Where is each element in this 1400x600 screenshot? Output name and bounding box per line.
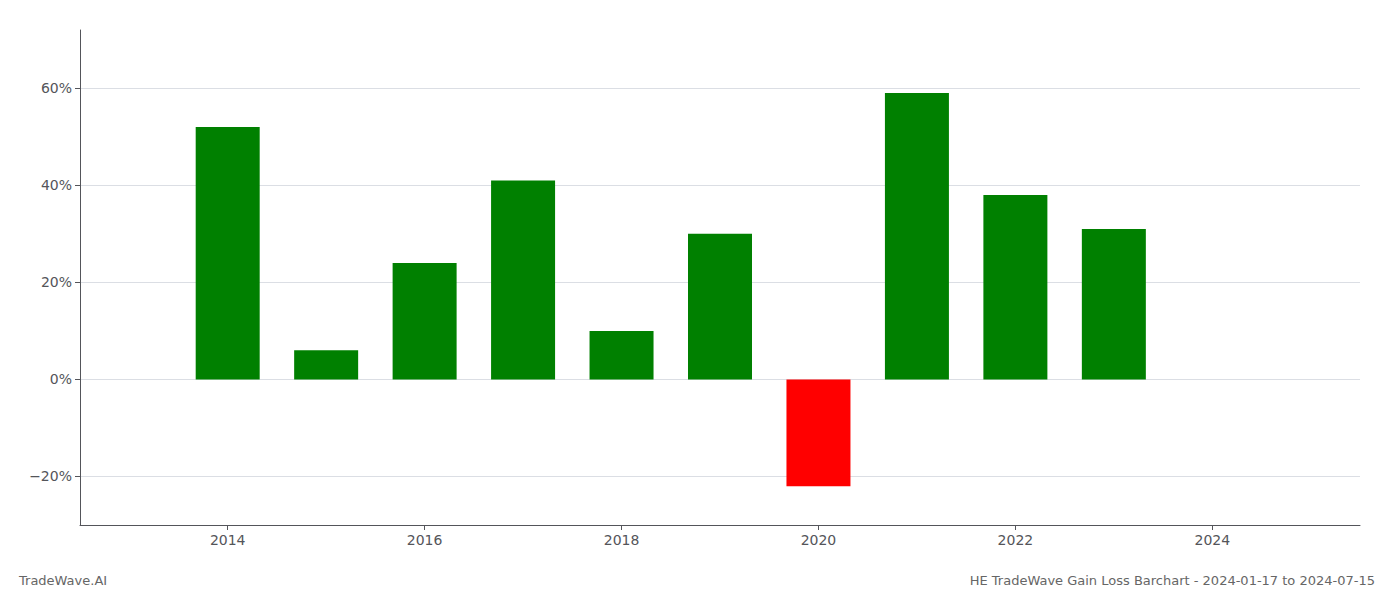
svg-text:2014: 2014 <box>210 532 246 548</box>
svg-text:2016: 2016 <box>407 532 443 548</box>
svg-text:60%: 60% <box>41 80 72 96</box>
svg-text:2022: 2022 <box>998 532 1034 548</box>
svg-text:40%: 40% <box>41 177 72 193</box>
svg-text:TradeWave.AI: TradeWave.AI <box>18 573 107 588</box>
svg-text:2020: 2020 <box>801 532 837 548</box>
svg-text:20%: 20% <box>41 274 72 290</box>
svg-text:HE TradeWave Gain Loss Barchar: HE TradeWave Gain Loss Barchart - 2024-0… <box>970 573 1375 588</box>
svg-text:−20%: −20% <box>29 468 72 484</box>
svg-text:0%: 0% <box>50 371 72 387</box>
svg-text:2024: 2024 <box>1194 532 1230 548</box>
svg-text:2018: 2018 <box>604 532 640 548</box>
